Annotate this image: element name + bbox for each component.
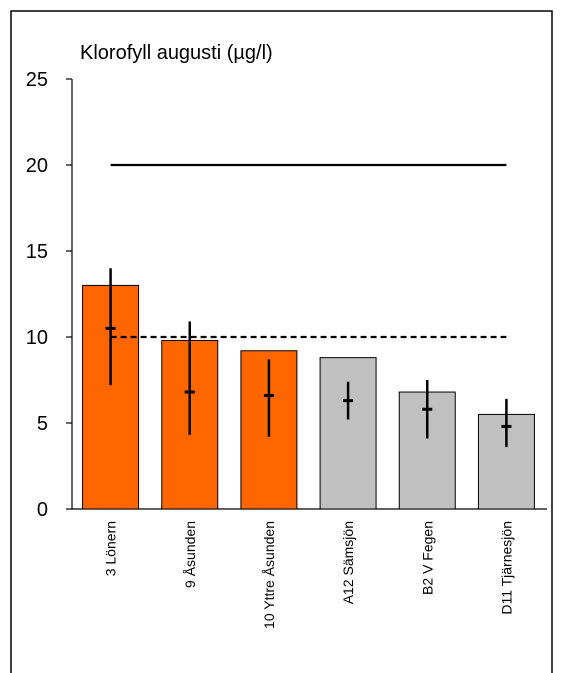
- x-tick-label: D11 Tjärnesjön: [498, 521, 514, 615]
- x-tick-label: 3 Lönern: [103, 521, 119, 576]
- chart-title: Klorofyll augusti (µg/l): [80, 42, 273, 64]
- y-tick-label: 25: [26, 69, 48, 91]
- x-tick-label: B2 V Fegen: [419, 521, 435, 595]
- y-tick-label: 10: [26, 327, 48, 349]
- y-tick-label: 15: [26, 241, 48, 263]
- category-labels: 3 Lönern 9 Åsunden 10 Yttre Åsunden A12 Säm…: [103, 521, 515, 629]
- x-tick-label: A12 Sämsjön: [340, 521, 356, 604]
- x-tick-label: 10 Yttre Åsunden: [261, 521, 277, 629]
- y-tick-label: 20: [26, 155, 48, 177]
- y-tick-label: 5: [37, 413, 48, 435]
- y-axis: 0 5 10 15 20 25: [26, 69, 73, 521]
- bar: [319, 357, 377, 510]
- y-tick-label: 0: [37, 499, 48, 521]
- reference-lines: [110, 163, 507, 339]
- x-tick-label: 9 Åsunden: [182, 521, 198, 588]
- error-bars: [105, 268, 512, 448]
